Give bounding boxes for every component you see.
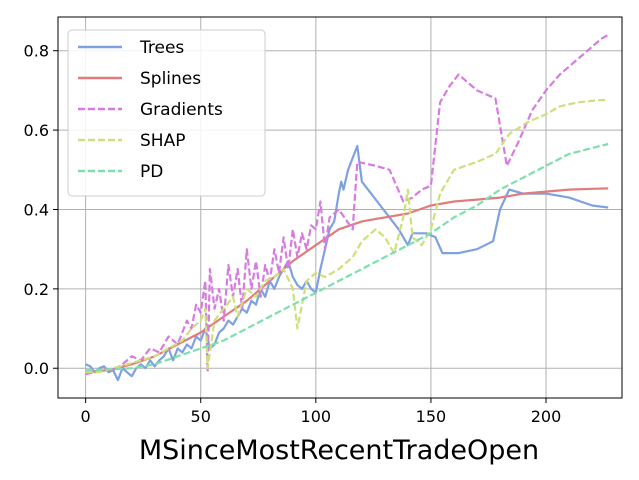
series-line-shap (85, 98, 609, 374)
axes: 0 50 100 150 200 0.0 0.2 0.4 0.6 0.8 (24, 16, 623, 426)
series-line-pd (85, 142, 609, 372)
x-axis-title: MSinceMostRecentTradeOpen (139, 435, 539, 466)
y-tick-label: 0.6 (24, 121, 49, 140)
legend: Trees Splines Gradients SHAP PD (67, 29, 266, 197)
legend-trees-label: Trees (139, 38, 184, 58)
x-tick-label: 200 (531, 407, 562, 426)
series-line-gradients (85, 33, 609, 376)
x-tick-label: 50 (191, 407, 211, 426)
x-tick-label: 0 (81, 407, 91, 426)
y-tick-label: 0.2 (24, 280, 49, 299)
legend-shap-label: SHAP (140, 131, 185, 151)
x-tick-label: 100 (301, 407, 332, 426)
legend-gradients-label: Gradients (140, 100, 223, 120)
x-tick-label: 150 (416, 407, 447, 426)
y-tick-label: 0.8 (24, 42, 49, 61)
y-tick-label: 0.0 (24, 359, 49, 378)
plot-frame (57, 16, 623, 399)
series-lines (85, 33, 609, 382)
legend-pd-label: PD (140, 162, 163, 182)
legend-splines-label: Splines (140, 69, 201, 89)
legend-box (67, 29, 266, 197)
y-tick-label: 0.4 (24, 200, 49, 219)
